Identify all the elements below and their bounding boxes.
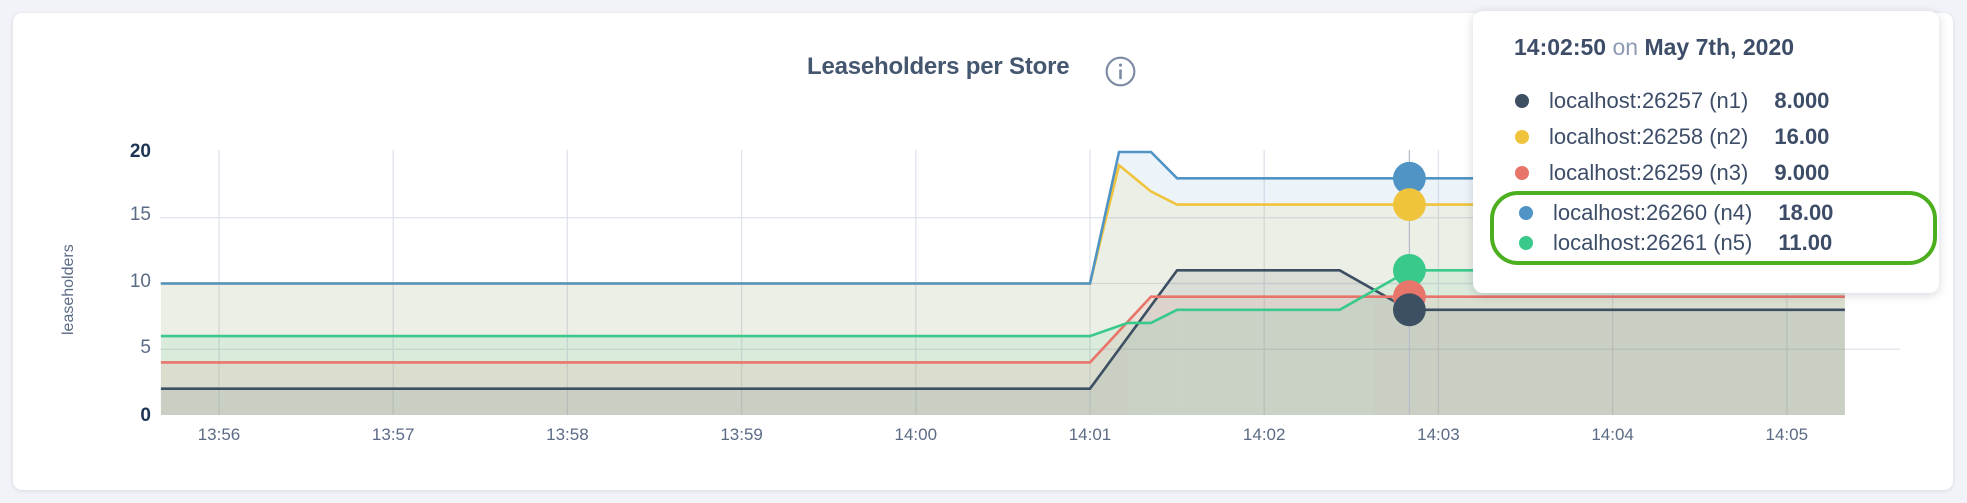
svg-text:14:04: 14:04 xyxy=(1591,425,1634,444)
svg-text:20: 20 xyxy=(130,141,151,162)
svg-text:13:59: 13:59 xyxy=(720,425,763,444)
svg-text:10: 10 xyxy=(130,271,151,292)
svg-text:14:03: 14:03 xyxy=(1417,425,1460,444)
svg-text:13:56: 13:56 xyxy=(198,425,241,444)
svg-text:13:58: 13:58 xyxy=(546,425,589,444)
svg-text:0: 0 xyxy=(140,405,151,426)
svg-text:13:57: 13:57 xyxy=(372,425,415,444)
svg-text:5: 5 xyxy=(140,337,151,358)
svg-text:15: 15 xyxy=(130,204,151,225)
svg-text:14:05: 14:05 xyxy=(1766,425,1809,444)
svg-text:14:02: 14:02 xyxy=(1243,425,1286,444)
svg-text:14:01: 14:01 xyxy=(1069,425,1112,444)
svg-text:14:00: 14:00 xyxy=(895,425,938,444)
